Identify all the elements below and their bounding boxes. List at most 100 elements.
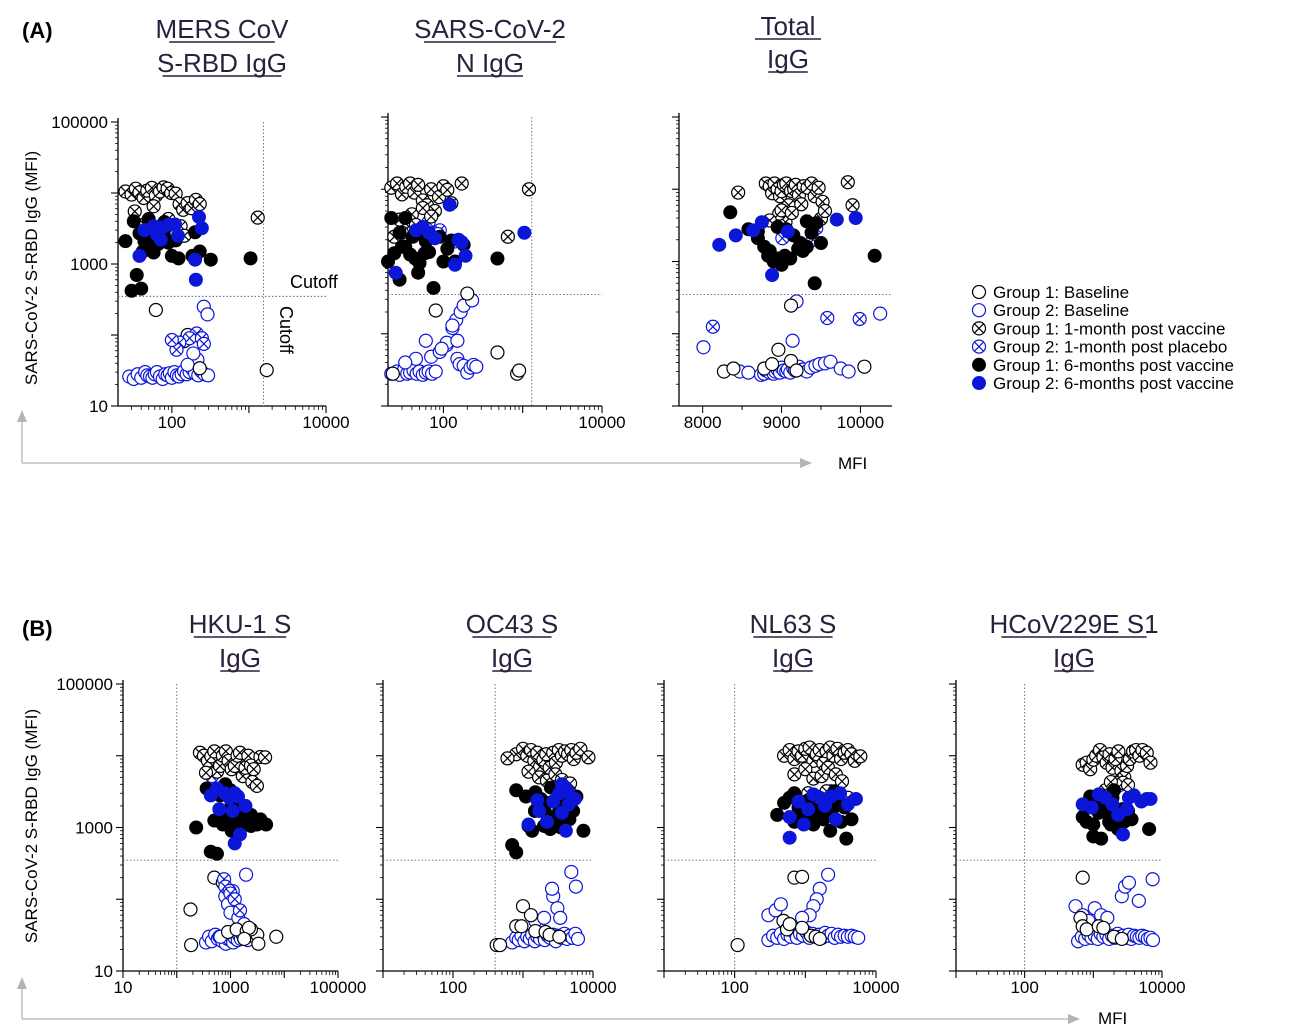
panel-a-axis-arrows [17, 410, 812, 468]
x-tick-label: 8000 [684, 413, 722, 432]
legend-marker-open [971, 303, 987, 318]
legend-marker-cross [971, 321, 987, 336]
point-g1-baseline [726, 361, 741, 376]
legend-marker-filled [972, 357, 986, 372]
point-g1-post [521, 182, 537, 197]
x-tick-label: 100 [1010, 978, 1038, 997]
panel-a-label: (A) [22, 18, 53, 43]
point-g1-6m [118, 234, 133, 249]
point-g2-baseline [536, 910, 552, 925]
point-g2-6m [712, 237, 727, 252]
points [1068, 742, 1161, 949]
point-g1-post [411, 177, 426, 192]
point-g1-post [500, 229, 515, 244]
point-g1-baseline [857, 359, 872, 374]
x-tick-label: 10000 [1138, 978, 1185, 997]
point-g1-post [840, 175, 855, 190]
point-g2-baseline [564, 864, 579, 880]
point-g2-6m [388, 265, 403, 280]
point-g1-post [249, 778, 265, 794]
point-g1-baseline [1114, 931, 1129, 947]
point-g2-baseline [696, 340, 711, 355]
point-g2-baseline [570, 931, 586, 947]
point-g2-6m [458, 248, 473, 263]
point-g2-baseline [434, 341, 449, 356]
point-g1-6m [411, 265, 426, 280]
chart-title-line: Total [761, 11, 816, 41]
point-g2-baseline [741, 365, 756, 380]
chart-7: HCoV229E S1 IgG 100 10000 [949, 609, 1186, 997]
point-g2-6m [132, 248, 147, 263]
chart-title-line: HCoV229E S1 [989, 609, 1158, 639]
point-g2-6m [848, 211, 863, 226]
point-g1-post [521, 764, 536, 779]
point-g2-baseline [238, 867, 254, 882]
point-g2-6m [532, 803, 547, 818]
point-g1-6m [203, 252, 218, 267]
point-g2-6m [801, 802, 816, 817]
chart-title-line: IgG [1053, 643, 1095, 673]
point-g1-post [146, 199, 161, 214]
x-tick-label: 100 [429, 413, 457, 432]
point-g1-6m [124, 283, 139, 298]
point-g1-post [784, 205, 799, 221]
points [381, 176, 537, 382]
point-g2-baseline [428, 364, 443, 379]
legend-label: Group 1: 6-months post vaccine [993, 356, 1234, 375]
point-g1-baseline [515, 899, 531, 914]
point-g1-baseline [794, 920, 810, 935]
point-g2-post [705, 319, 721, 334]
point-g2-baseline [568, 879, 584, 894]
point-g2-6m [554, 805, 569, 820]
point-g2-baseline [873, 306, 888, 321]
legend-label: Group 2: 6-months post vaccine [993, 374, 1234, 393]
cutoff-label-horizontal: Cutoff [290, 272, 339, 292]
x-tick-label: 1000 [212, 978, 250, 997]
x-tick-label: 10 [114, 978, 133, 997]
point-g2-post [196, 336, 211, 351]
chart-title-line: MERS CoV [156, 14, 290, 44]
point-g1-post [581, 750, 596, 765]
point-g2-6m [1143, 791, 1158, 806]
point-g2-6m [238, 798, 253, 813]
point-g1-6m [392, 225, 407, 240]
x-tick-label: 10000 [569, 978, 616, 997]
point-g2-baseline [773, 897, 788, 912]
panel-b-xlabel: MFI [1098, 1009, 1127, 1026]
point-g1-6m [783, 251, 798, 266]
point-g2-baseline [1145, 932, 1161, 948]
point-g1-post [573, 741, 588, 756]
point-g2-6m [558, 823, 573, 838]
point-g2-6m [448, 257, 463, 272]
panel-b-axis-arrows [17, 977, 1080, 1024]
legend-label: Group 1: Baseline [993, 283, 1129, 302]
point-g2-6m [791, 794, 806, 809]
point-g1-6m [259, 817, 274, 832]
x-tick-label: 10000 [837, 413, 884, 432]
point-g2-post [820, 310, 835, 326]
point-g2-post [852, 311, 867, 327]
point-g1-baseline [511, 363, 527, 378]
point-g1-6m [126, 214, 141, 229]
point-g1-baseline [183, 902, 198, 917]
legend-item: Group 2: 1-month post placebo [971, 338, 1227, 357]
point-g2-6m [828, 812, 843, 827]
y-tick-label: 100000 [56, 675, 113, 694]
point-g2-6m [517, 225, 532, 240]
point-g1-post [731, 185, 746, 200]
point-g1-baseline [237, 931, 252, 947]
legend-marker-filled [972, 376, 986, 390]
point-g2-6m [212, 802, 227, 817]
points [183, 744, 284, 953]
point-g1-6m [823, 823, 838, 838]
point-g2-baseline [469, 359, 484, 374]
point-g1-6m [209, 846, 224, 861]
point-g1-6m [509, 783, 524, 798]
point-g1-6m [814, 236, 828, 251]
point-g2-6m [225, 803, 240, 818]
point-g1-baseline [251, 936, 266, 951]
point-g2-baseline [1121, 875, 1137, 890]
x-tick-label: 10000 [578, 413, 625, 432]
y-tick-label: 10 [94, 962, 113, 981]
